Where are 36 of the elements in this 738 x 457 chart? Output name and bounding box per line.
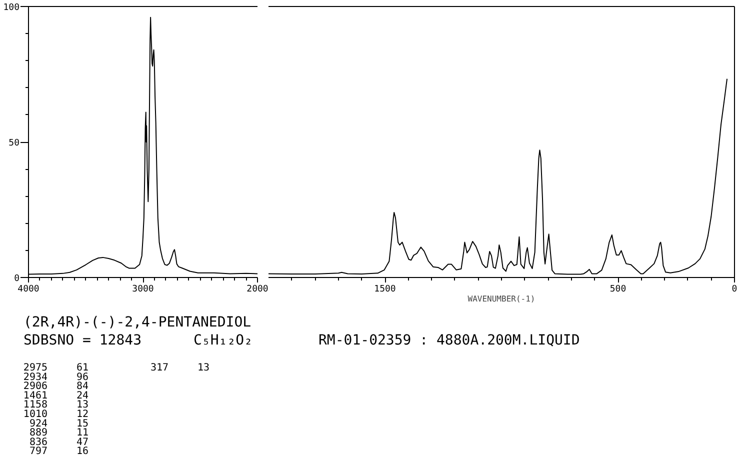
text: 61 <box>76 362 89 374</box>
text: 1158 <box>23 400 48 411</box>
text: 96 <box>76 372 89 383</box>
text: 2934 <box>23 372 48 383</box>
y-tick-label: 100 <box>3 3 20 13</box>
text: 2906 <box>23 381 48 392</box>
text: 889 <box>29 428 48 439</box>
text: RM-01-02359 : 4880A.200M.LIQUID <box>318 332 580 348</box>
text: 1461 <box>23 390 48 402</box>
text: 836 <box>29 436 48 448</box>
text: 13 <box>76 400 89 411</box>
x-tick-label: 3000 <box>132 284 154 294</box>
text: 13 <box>198 362 210 374</box>
y-tick-label: 50 <box>8 138 20 148</box>
text: SDBSNO = 12843 <box>24 332 142 348</box>
x-tick-label: 4000 <box>18 284 40 294</box>
text: 24 <box>76 390 89 402</box>
text: 16 <box>76 446 89 457</box>
text: (2R,4R)-(-)-2,4-PENTANEDIOL <box>24 314 252 330</box>
x-tick-label: 2000 <box>246 284 268 294</box>
text: 924 <box>29 418 48 430</box>
text: 2975 <box>23 362 48 374</box>
text: 11 <box>76 428 89 439</box>
x-tick-label: 500 <box>610 284 626 294</box>
text: C₅H₁₂O₂ <box>194 332 253 348</box>
x-tick-label: 1500 <box>374 284 396 294</box>
text: 797 <box>29 446 48 457</box>
text: 47 <box>76 436 89 448</box>
y-tick-label: 0 <box>14 274 20 284</box>
text: 317 <box>150 362 168 374</box>
x-tick-label: 0 <box>732 284 738 294</box>
text: 12 <box>76 409 89 420</box>
text: 15 <box>76 418 89 430</box>
text: 1010 <box>23 409 48 420</box>
x-axis-title: WAVENUMBER(-1) <box>468 294 536 304</box>
text: 84 <box>76 381 89 392</box>
